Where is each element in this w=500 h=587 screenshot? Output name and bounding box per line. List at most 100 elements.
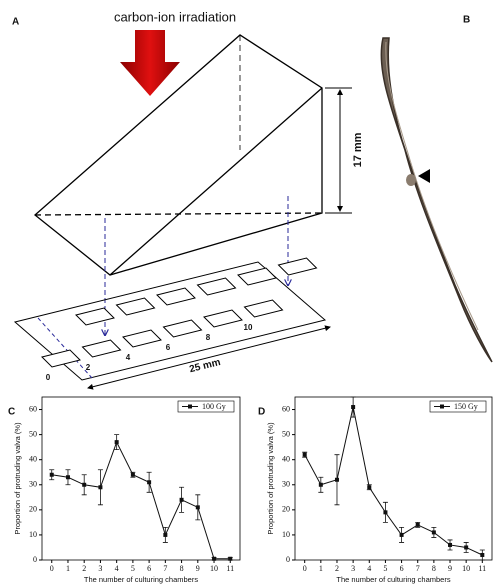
y-tick-label: 40 <box>29 455 37 464</box>
x-tick-label: 1 <box>319 564 323 573</box>
legend-box <box>429 400 487 413</box>
x-tick-label: 8 <box>432 564 436 573</box>
beam-label: carbon-ion irradiation <box>114 9 236 24</box>
chamber <box>75 307 115 326</box>
point <box>195 505 200 510</box>
plot-frame <box>294 396 493 561</box>
x-tick-label: 2 <box>82 564 86 573</box>
x-tick-label: 1 <box>66 564 70 573</box>
point <box>383 510 388 515</box>
panel-label: D <box>258 407 265 418</box>
chamber <box>122 329 162 348</box>
series-line <box>51 440 231 560</box>
point <box>49 472 54 477</box>
x-tick-label: 6 <box>147 564 151 573</box>
chambers <box>41 257 318 368</box>
point <box>114 440 119 445</box>
y-tick-label: 20 <box>282 505 290 514</box>
point <box>228 556 233 561</box>
width-label: 25 mm <box>188 357 222 375</box>
y-tick-label: 0 <box>286 555 290 564</box>
point <box>399 532 404 537</box>
chamber-label: 8 <box>206 333 211 342</box>
dim-line <box>87 325 331 390</box>
point <box>318 482 323 487</box>
point <box>448 542 453 547</box>
chamber <box>203 309 243 328</box>
photo <box>370 25 495 375</box>
x-axis-label: The number of culturing chambers <box>336 575 450 584</box>
x-tick-label: 10 <box>210 564 218 573</box>
chamber-label: 2 <box>86 363 91 372</box>
chamber <box>243 299 284 318</box>
y-axis-label: Proportion of protruding valva (%) <box>266 422 275 535</box>
valva <box>406 174 416 186</box>
chamber <box>237 267 277 286</box>
legend-box <box>177 400 235 413</box>
chamber-label: 4 <box>126 353 131 362</box>
y-tick-label: 60 <box>29 404 37 413</box>
chamber-label: 0 <box>46 373 51 382</box>
legend-label: 100 Gy <box>202 402 226 411</box>
legend-marker <box>440 404 444 409</box>
height-label: 17 mm <box>352 132 364 167</box>
x-tick-label: 2 <box>335 564 339 573</box>
point <box>147 480 152 485</box>
chamber <box>41 349 81 368</box>
x-tick-label: 11 <box>226 564 234 573</box>
y-tick-label: 50 <box>29 429 37 438</box>
y-axis-label: Proportion of protruding valva (%) <box>13 422 22 535</box>
point <box>163 532 168 537</box>
point <box>179 497 184 502</box>
beam-arrow <box>120 30 180 96</box>
x-tick-label: 6 <box>400 564 404 573</box>
x-tick-label: 7 <box>163 564 167 573</box>
x-tick-label: 7 <box>416 564 420 573</box>
series-line <box>304 406 483 556</box>
legend-marker <box>188 404 192 409</box>
y-tick-label: 10 <box>282 530 290 539</box>
point <box>351 405 356 410</box>
x-tick-label: 5 <box>131 564 135 573</box>
worm <box>380 37 493 363</box>
y-tick-label: 50 <box>282 429 290 438</box>
chamber <box>277 257 318 276</box>
x-tick-label: 3 <box>98 564 102 573</box>
point <box>65 475 70 480</box>
x-tick-label: 0 <box>303 564 307 573</box>
point <box>415 522 420 527</box>
point <box>130 472 135 477</box>
point <box>334 477 339 482</box>
x-tick-label: 0 <box>50 564 54 573</box>
chamber <box>196 277 237 296</box>
point <box>367 485 372 490</box>
y-tick-label: 40 <box>282 455 290 464</box>
y-tick-label: 30 <box>29 480 37 489</box>
legend-label: 150 Gy <box>454 402 478 411</box>
point <box>82 482 87 487</box>
x-tick-label: 4 <box>115 564 119 573</box>
y-tick-label: 20 <box>29 505 37 514</box>
x-axis-label: The number of culturing chambers <box>84 575 198 584</box>
point <box>431 530 436 535</box>
chamber-label: 6 <box>166 343 171 352</box>
x-tick-label: 10 <box>462 564 470 573</box>
panel-label: A <box>12 17 19 28</box>
point <box>98 485 103 490</box>
y-tick-label: 30 <box>282 480 290 489</box>
x-tick-label: 9 <box>196 564 200 573</box>
panel-label: B <box>463 15 470 26</box>
pointer <box>418 169 430 183</box>
y-tick-label: 10 <box>29 530 37 539</box>
point <box>302 452 307 457</box>
point <box>212 556 217 561</box>
y-tick-label: 60 <box>282 404 290 413</box>
chamber <box>81 339 122 358</box>
point <box>464 545 469 550</box>
plot-frame <box>41 396 241 561</box>
x-tick-label: 4 <box>367 564 371 573</box>
worm-gut <box>385 41 479 331</box>
x-tick-label: 9 <box>448 564 452 573</box>
y-tick-label: 0 <box>33 555 37 564</box>
